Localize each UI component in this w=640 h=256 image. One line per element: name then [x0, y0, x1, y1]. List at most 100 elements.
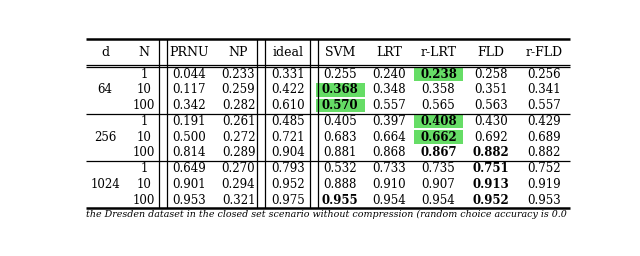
FancyBboxPatch shape: [316, 83, 365, 97]
Text: 0.256: 0.256: [527, 68, 561, 81]
Text: 0.955: 0.955: [322, 194, 358, 207]
Text: 0.397: 0.397: [372, 115, 406, 128]
Text: 0.570: 0.570: [322, 99, 358, 112]
Text: PRNU: PRNU: [170, 46, 209, 59]
Text: r-FLD: r-FLD: [525, 46, 563, 59]
Text: 0.321: 0.321: [222, 194, 255, 207]
Text: 0.751: 0.751: [473, 162, 509, 175]
Text: 0.255: 0.255: [323, 68, 357, 81]
Text: 64: 64: [98, 83, 113, 96]
Text: 0.341: 0.341: [527, 83, 561, 96]
Text: 0.557: 0.557: [527, 99, 561, 112]
Text: 0.342: 0.342: [173, 99, 206, 112]
Text: 0.240: 0.240: [372, 68, 406, 81]
Text: 0.733: 0.733: [372, 162, 406, 175]
Text: 0.500: 0.500: [173, 131, 206, 144]
Text: 0.689: 0.689: [527, 131, 561, 144]
Text: 0.259: 0.259: [221, 83, 255, 96]
Text: 10: 10: [136, 83, 151, 96]
FancyBboxPatch shape: [414, 131, 463, 144]
Text: 0.881: 0.881: [324, 146, 357, 159]
Text: r-LRT: r-LRT: [420, 46, 456, 59]
Text: 0.882: 0.882: [473, 146, 509, 159]
Text: 0.261: 0.261: [222, 115, 255, 128]
Text: 0.348: 0.348: [372, 83, 406, 96]
Text: 0.117: 0.117: [173, 83, 206, 96]
FancyBboxPatch shape: [414, 67, 463, 81]
Text: 0.793: 0.793: [271, 162, 305, 175]
Text: 0.882: 0.882: [527, 146, 561, 159]
Text: N: N: [138, 46, 149, 59]
Text: 0.662: 0.662: [420, 131, 457, 144]
Text: 0.910: 0.910: [372, 178, 406, 191]
Text: 0.238: 0.238: [420, 68, 457, 81]
Text: 10: 10: [136, 178, 151, 191]
Text: 100: 100: [132, 99, 155, 112]
Text: 1: 1: [140, 115, 148, 128]
Text: 0.904: 0.904: [271, 146, 305, 159]
Text: 0.814: 0.814: [173, 146, 206, 159]
Text: SVM: SVM: [325, 46, 355, 59]
Text: NP: NP: [228, 46, 248, 59]
Text: 0.752: 0.752: [527, 162, 561, 175]
Text: 0.952: 0.952: [473, 194, 509, 207]
Text: 0.358: 0.358: [422, 83, 455, 96]
Text: 0.913: 0.913: [473, 178, 509, 191]
Text: 0.919: 0.919: [527, 178, 561, 191]
Text: 0.289: 0.289: [222, 146, 255, 159]
Text: the Dresden dataset in the closed set scenario without compression (random choic: the Dresden dataset in the closed set sc…: [86, 210, 566, 219]
Text: 0.191: 0.191: [173, 115, 206, 128]
Text: 0.331: 0.331: [271, 68, 305, 81]
Text: 0.907: 0.907: [422, 178, 456, 191]
Text: 256: 256: [94, 131, 116, 144]
Text: 1024: 1024: [90, 178, 120, 191]
Text: 0.954: 0.954: [422, 194, 456, 207]
FancyBboxPatch shape: [316, 99, 365, 112]
Text: 1: 1: [140, 162, 148, 175]
Text: 0.721: 0.721: [271, 131, 305, 144]
Text: 0.557: 0.557: [372, 99, 406, 112]
Text: 0.430: 0.430: [474, 115, 508, 128]
Text: 0.953: 0.953: [173, 194, 206, 207]
Text: d: d: [101, 46, 109, 59]
Text: 0.485: 0.485: [271, 115, 305, 128]
Text: 0.692: 0.692: [474, 131, 508, 144]
Text: 0.901: 0.901: [173, 178, 206, 191]
Text: 0.565: 0.565: [422, 99, 456, 112]
Text: LRT: LRT: [376, 46, 403, 59]
Text: 0.952: 0.952: [271, 178, 305, 191]
Text: 0.044: 0.044: [173, 68, 206, 81]
Text: 0.664: 0.664: [372, 131, 406, 144]
Text: FLD: FLD: [477, 46, 504, 59]
Text: 0.867: 0.867: [420, 146, 457, 159]
Text: 0.649: 0.649: [173, 162, 206, 175]
Text: 0.532: 0.532: [323, 162, 357, 175]
Text: 0.975: 0.975: [271, 194, 305, 207]
Text: 0.368: 0.368: [322, 83, 358, 96]
Text: 0.953: 0.953: [527, 194, 561, 207]
Text: 10: 10: [136, 131, 151, 144]
Text: 0.868: 0.868: [372, 146, 406, 159]
Text: 0.683: 0.683: [323, 131, 357, 144]
Text: 0.563: 0.563: [474, 99, 508, 112]
Text: 0.405: 0.405: [323, 115, 357, 128]
Text: 0.954: 0.954: [372, 194, 406, 207]
Text: 0.422: 0.422: [271, 83, 305, 96]
Text: 0.282: 0.282: [222, 99, 255, 112]
Text: 1: 1: [140, 68, 148, 81]
Text: 100: 100: [132, 146, 155, 159]
Text: 0.888: 0.888: [324, 178, 357, 191]
Text: 0.610: 0.610: [271, 99, 305, 112]
Text: 0.294: 0.294: [221, 178, 255, 191]
Text: ideal: ideal: [272, 46, 303, 59]
Text: 0.272: 0.272: [222, 131, 255, 144]
Text: 0.270: 0.270: [221, 162, 255, 175]
FancyBboxPatch shape: [414, 115, 463, 128]
Text: 0.735: 0.735: [422, 162, 456, 175]
Text: 0.233: 0.233: [221, 68, 255, 81]
Text: 0.258: 0.258: [474, 68, 508, 81]
Text: 0.429: 0.429: [527, 115, 561, 128]
Text: 0.351: 0.351: [474, 83, 508, 96]
Text: 100: 100: [132, 194, 155, 207]
Text: 0.408: 0.408: [420, 115, 457, 128]
